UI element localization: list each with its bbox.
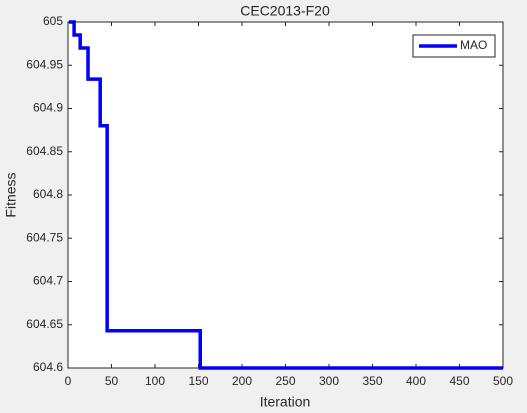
x-axis-label: Iteration <box>260 394 311 410</box>
y-tick-label: 604.9 <box>33 101 63 115</box>
chart-title: CEC2013-F20 <box>240 3 330 19</box>
y-tick-label: 605 <box>43 14 63 28</box>
y-axis-label: Fitness <box>3 172 19 217</box>
x-tick-label: 250 <box>275 374 295 388</box>
x-tick-label: 150 <box>188 374 208 388</box>
x-tick-label: 50 <box>105 374 119 388</box>
y-tick-label: 604.65 <box>26 317 63 331</box>
y-tick-label: 604.6 <box>33 360 63 374</box>
x-tick-label: 100 <box>145 374 165 388</box>
x-tick-label: 400 <box>406 374 426 388</box>
y-tick-label: 604.85 <box>26 144 63 158</box>
x-tick-label: 450 <box>449 374 469 388</box>
axes-box <box>67 21 504 369</box>
x-tick-label: 500 <box>493 374 513 388</box>
line <box>68 20 503 370</box>
x-tick-label: 200 <box>232 374 252 388</box>
y-tick-label: 604.8 <box>33 187 63 201</box>
x-tick-label: 0 <box>65 374 72 388</box>
y-tick-label: 604.75 <box>26 230 63 244</box>
y-tick-label: 604.7 <box>33 274 63 288</box>
x-tick-label: 350 <box>362 374 382 388</box>
x-tick-label: 300 <box>319 374 339 388</box>
legend-label: MAO <box>460 38 487 52</box>
y-tick-label: 604.95 <box>26 57 63 71</box>
